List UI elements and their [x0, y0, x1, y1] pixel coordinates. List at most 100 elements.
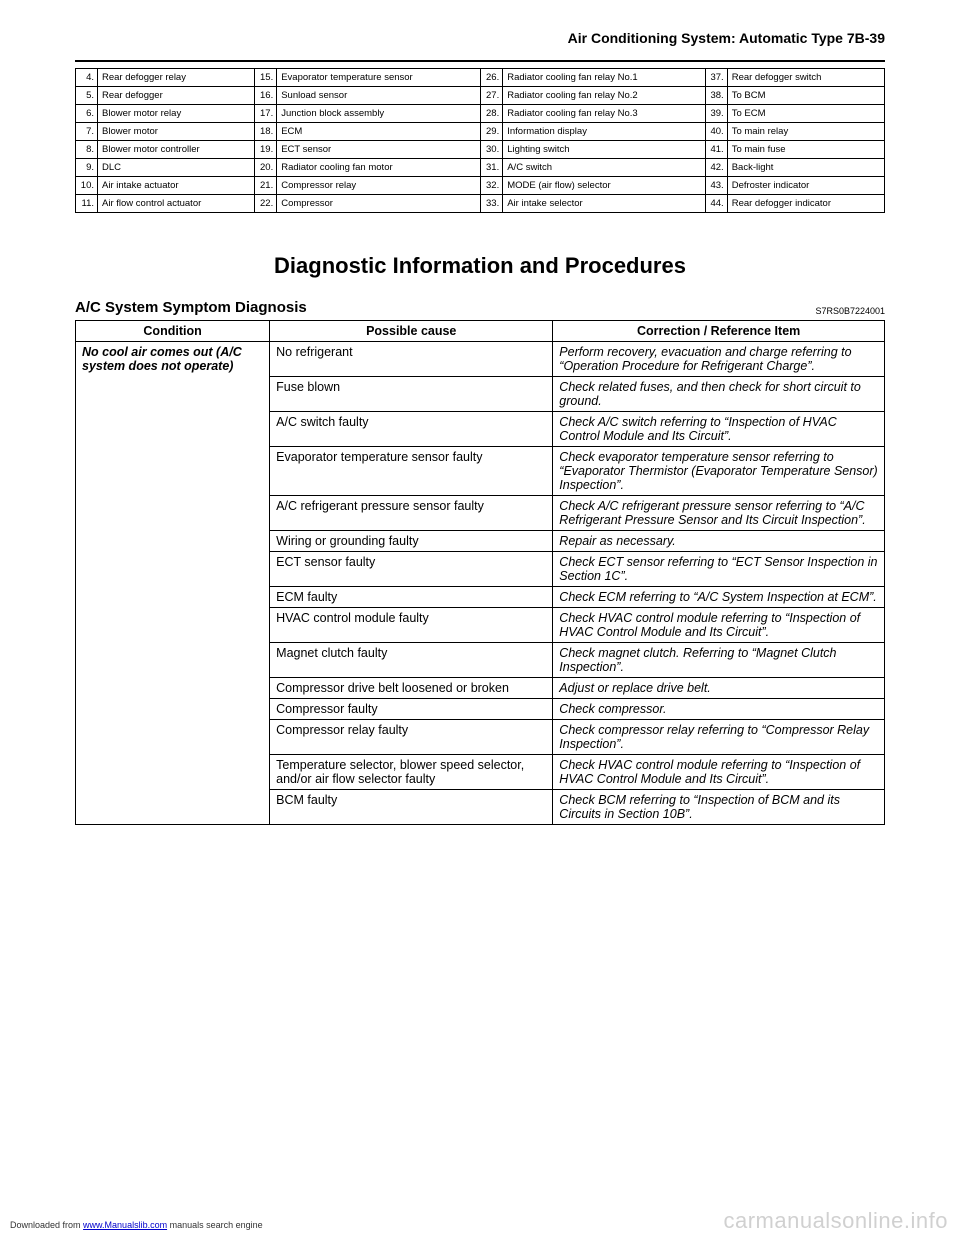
part-number: 7.: [76, 123, 98, 141]
section-heading: Diagnostic Information and Procedures: [75, 253, 885, 279]
diagnosis-table: Condition Possible cause Correction / Re…: [75, 320, 885, 825]
part-number: 30.: [481, 141, 503, 159]
part-label: Radiator cooling fan motor: [277, 159, 481, 177]
document-code: S7RS0B7224001: [815, 306, 885, 316]
part-label: To main fuse: [727, 141, 884, 159]
cause-cell: A/C switch faulty: [270, 412, 553, 447]
part-number: 27.: [481, 87, 503, 105]
cause-cell: Evaporator temperature sensor faulty: [270, 447, 553, 496]
cause-cell: HVAC control module faulty: [270, 608, 553, 643]
part-label: Air intake selector: [503, 195, 705, 213]
part-number: 28.: [481, 105, 503, 123]
table-row: 10.Air intake actuator21.Compressor rela…: [76, 177, 885, 195]
col-condition: Condition: [76, 321, 270, 342]
part-number: 11.: [76, 195, 98, 213]
cause-cell: No refrigerant: [270, 342, 553, 377]
part-number: 15.: [255, 69, 277, 87]
part-label: DLC: [98, 159, 255, 177]
part-number: 8.: [76, 141, 98, 159]
part-number: 5.: [76, 87, 98, 105]
part-number: 19.: [255, 141, 277, 159]
correction-cell: Check ECM referring to “A/C System Inspe…: [553, 587, 885, 608]
part-label: Rear defogger: [98, 87, 255, 105]
table-row: 6.Blower motor relay17.Junction block as…: [76, 105, 885, 123]
watermark-text: carmanualsonline.info: [723, 1208, 948, 1234]
table-row: 5.Rear defogger16.Sunload sensor27.Radia…: [76, 87, 885, 105]
part-number: 31.: [481, 159, 503, 177]
part-number: 17.: [255, 105, 277, 123]
part-label: A/C switch: [503, 159, 705, 177]
part-label: Rear defogger relay: [98, 69, 255, 87]
part-number: 40.: [705, 123, 727, 141]
part-number: 16.: [255, 87, 277, 105]
cause-cell: A/C refrigerant pressure sensor faulty: [270, 496, 553, 531]
part-label: ECM: [277, 123, 481, 141]
cause-cell: Compressor relay faulty: [270, 720, 553, 755]
part-label: To main relay: [727, 123, 884, 141]
correction-cell: Repair as necessary.: [553, 531, 885, 552]
part-number: 22.: [255, 195, 277, 213]
parts-list-table: 4.Rear defogger relay15.Evaporator tempe…: [75, 68, 885, 213]
condition-cell: No cool air comes out (A/C system does n…: [76, 342, 270, 825]
page-title: Air Conditioning System: Automatic Type …: [75, 30, 885, 46]
part-label: Air intake actuator: [98, 177, 255, 195]
table-row: 11.Air flow control actuator22.Compresso…: [76, 195, 885, 213]
correction-cell: Perform recovery, evacuation and charge …: [553, 342, 885, 377]
part-number: 26.: [481, 69, 503, 87]
part-number: 38.: [705, 87, 727, 105]
part-number: 18.: [255, 123, 277, 141]
correction-cell: Check evaporator temperature sensor refe…: [553, 447, 885, 496]
part-label: Information display: [503, 123, 705, 141]
correction-cell: Check ECT sensor referring to “ECT Senso…: [553, 552, 885, 587]
cause-cell: Compressor drive belt loosened or broken: [270, 678, 553, 699]
part-number: 10.: [76, 177, 98, 195]
part-number: 32.: [481, 177, 503, 195]
part-label: Blower motor: [98, 123, 255, 141]
part-label: Back-light: [727, 159, 884, 177]
part-number: 20.: [255, 159, 277, 177]
cause-cell: Compressor faulty: [270, 699, 553, 720]
footer-link[interactable]: www.Manualslib.com: [83, 1220, 167, 1230]
subsection-header: A/C System Symptom Diagnosis S7RS0B72240…: [75, 299, 885, 316]
part-label: Radiator cooling fan relay No.3: [503, 105, 705, 123]
cause-cell: Temperature selector, blower speed selec…: [270, 755, 553, 790]
subsection-title: A/C System Symptom Diagnosis: [75, 299, 307, 316]
part-label: Radiator cooling fan relay No.2: [503, 87, 705, 105]
part-label: Blower motor relay: [98, 105, 255, 123]
correction-cell: Check related fuses, and then check for …: [553, 377, 885, 412]
table-row: 8.Blower motor controller19.ECT sensor30…: [76, 141, 885, 159]
part-label: Air flow control actuator: [98, 195, 255, 213]
part-number: 43.: [705, 177, 727, 195]
table-header-row: Condition Possible cause Correction / Re…: [76, 321, 885, 342]
page-container: Air Conditioning System: Automatic Type …: [0, 0, 960, 865]
part-number: 4.: [76, 69, 98, 87]
correction-cell: Check A/C refrigerant pressure sensor re…: [553, 496, 885, 531]
part-label: Lighting switch: [503, 141, 705, 159]
part-label: Defroster indicator: [727, 177, 884, 195]
part-label: ECT sensor: [277, 141, 481, 159]
part-number: 41.: [705, 141, 727, 159]
footer-text: Downloaded from www.Manualslib.com manua…: [10, 1220, 263, 1230]
part-label: Sunload sensor: [277, 87, 481, 105]
table-row: No cool air comes out (A/C system does n…: [76, 342, 885, 377]
header-divider: [75, 60, 885, 62]
table-row: 9.DLC20.Radiator cooling fan motor31.A/C…: [76, 159, 885, 177]
cause-cell: Wiring or grounding faulty: [270, 531, 553, 552]
table-row: 4.Rear defogger relay15.Evaporator tempe…: [76, 69, 885, 87]
part-label: MODE (air flow) selector: [503, 177, 705, 195]
correction-cell: Check HVAC control module referring to “…: [553, 755, 885, 790]
part-label: Radiator cooling fan relay No.1: [503, 69, 705, 87]
part-number: 21.: [255, 177, 277, 195]
correction-cell: Check compressor relay referring to “Com…: [553, 720, 885, 755]
cause-cell: Magnet clutch faulty: [270, 643, 553, 678]
table-row: 7.Blower motor18.ECM29.Information displ…: [76, 123, 885, 141]
correction-cell: Check HVAC control module referring to “…: [553, 608, 885, 643]
footer-prefix: Downloaded from: [10, 1220, 83, 1230]
cause-cell: BCM faulty: [270, 790, 553, 825]
footer-suffix: manuals search engine: [167, 1220, 263, 1230]
correction-cell: Check A/C switch referring to “Inspectio…: [553, 412, 885, 447]
part-number: 39.: [705, 105, 727, 123]
part-number: 37.: [705, 69, 727, 87]
part-label: Junction block assembly: [277, 105, 481, 123]
part-number: 6.: [76, 105, 98, 123]
